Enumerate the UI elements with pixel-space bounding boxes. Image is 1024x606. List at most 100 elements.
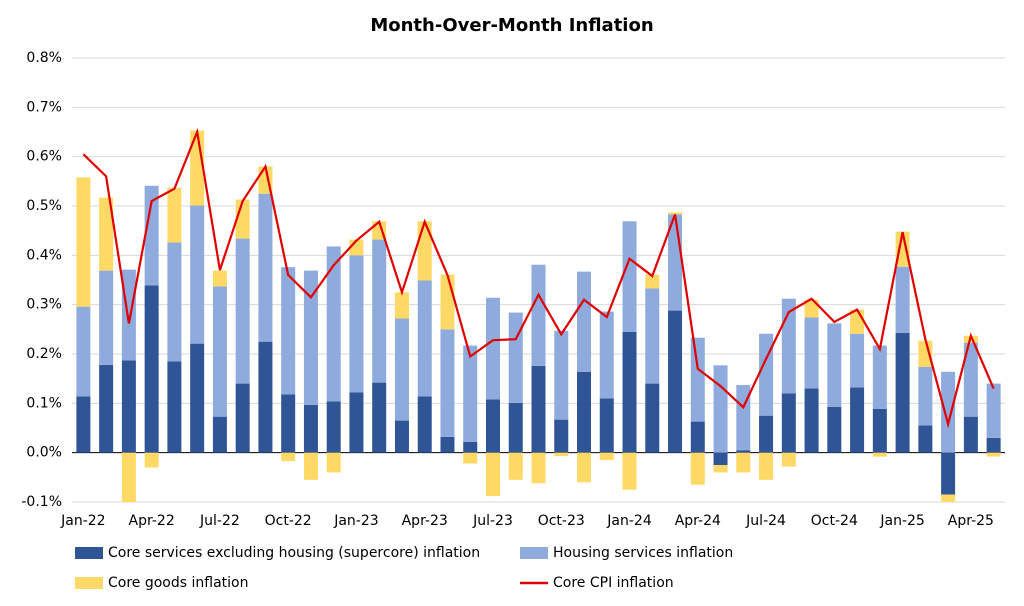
y-tick-label: 0.4% (26, 247, 62, 263)
bar-segment (121, 452, 136, 502)
bar-segment (850, 387, 865, 453)
legend-label: Core CPI inflation (553, 575, 674, 591)
bar-segment (235, 238, 250, 384)
legend-swatch (75, 577, 103, 589)
bar-segment (941, 452, 956, 495)
bar-segment (508, 402, 523, 453)
bar-segment (485, 399, 500, 453)
bar-segment (121, 360, 136, 453)
bar-segment (372, 239, 387, 383)
bar-segment (759, 415, 774, 453)
legend-label: Core goods inflation (108, 575, 248, 591)
bar-segment (804, 317, 819, 389)
x-tick-label: Apr-25 (948, 513, 994, 529)
x-tick-label: Jan-25 (879, 513, 924, 529)
y-tick-label: 0.6% (26, 149, 62, 165)
bar-segment (303, 270, 318, 405)
bar-segment (212, 270, 227, 287)
bar-segment (645, 274, 660, 289)
bar-segment (417, 221, 432, 281)
bar-segment (690, 337, 705, 422)
bar-segment (986, 383, 1001, 438)
bar-segment (144, 452, 159, 468)
y-tick-label: 0.5% (26, 198, 62, 214)
x-tick-label: Jan-23 (333, 513, 378, 529)
bar-segment (963, 342, 978, 417)
bar-segment (690, 452, 705, 485)
bar-segment (121, 269, 136, 361)
bar-segment (872, 452, 887, 457)
bar-segment (190, 205, 205, 344)
bar-segment (645, 383, 660, 453)
bar-segment (76, 306, 91, 397)
bar-segment (531, 452, 546, 484)
bar-segment (235, 383, 250, 453)
bar-segment (508, 312, 523, 403)
bar-segment (417, 396, 432, 453)
x-tick-label: Apr-24 (675, 513, 721, 529)
bar-segment (827, 406, 842, 453)
bar-segment (326, 452, 341, 473)
bar-segment (167, 187, 182, 243)
bar-segment (349, 392, 364, 453)
bar-segment (690, 421, 705, 453)
bar-segment (872, 408, 887, 453)
bar-segment (713, 365, 728, 453)
bar-segment (554, 419, 569, 453)
bar-segment (827, 323, 842, 407)
bar-segment (531, 365, 546, 453)
bar-segment (76, 177, 91, 307)
bar-segment (326, 246, 341, 402)
x-tick-label: Apr-22 (129, 513, 175, 529)
bar-segment (895, 231, 910, 267)
bar-segment (394, 318, 409, 421)
bar-segment (599, 311, 614, 399)
x-tick-label: Jul-24 (745, 513, 786, 529)
bar-segment (713, 452, 728, 465)
bar-segment (144, 285, 159, 453)
bar-segment (463, 452, 478, 464)
bar-segment (668, 212, 683, 215)
bar-segment (212, 416, 227, 453)
legend-swatch (75, 547, 103, 559)
bar-segment (303, 404, 318, 453)
bar-segment (804, 388, 819, 453)
bar-segment (804, 299, 819, 318)
bar-segment (622, 221, 637, 332)
bar-segment (212, 286, 227, 417)
bar-segment (76, 396, 91, 453)
legend-swatch (520, 547, 548, 559)
bar-segment (485, 452, 500, 497)
bar-segment (303, 452, 318, 480)
bar-segment (986, 452, 1001, 457)
bar-segment (372, 382, 387, 453)
bar-segment (531, 264, 546, 366)
bar-segment (99, 197, 114, 271)
bar-segment (668, 310, 683, 453)
y-tick-label: 0.0% (26, 445, 62, 461)
y-tick-label: -0.1% (21, 494, 62, 510)
bar-segment (144, 185, 159, 286)
bar-segment (781, 393, 796, 453)
bar-segment (440, 329, 455, 437)
bar-segment (577, 452, 592, 483)
bar-segment (759, 452, 774, 480)
bar-segment (394, 420, 409, 453)
bar-segment (326, 401, 341, 453)
bar-segment (485, 297, 500, 400)
bar-segment (599, 452, 614, 461)
bar-segment (895, 266, 910, 333)
bar-segment (394, 292, 409, 319)
x-tick-label: Jul-23 (472, 513, 513, 529)
bar-segment (622, 452, 637, 490)
bar-segment (963, 416, 978, 453)
bar-segment (736, 452, 751, 473)
cpi-line (82, 127, 995, 429)
bar-segment (872, 345, 887, 409)
x-tick-label: Jul-22 (199, 513, 240, 529)
bar-segment (554, 330, 569, 420)
bar-segment (577, 371, 592, 453)
bar-segment (281, 394, 296, 453)
x-tick-label: Oct-22 (265, 513, 312, 529)
